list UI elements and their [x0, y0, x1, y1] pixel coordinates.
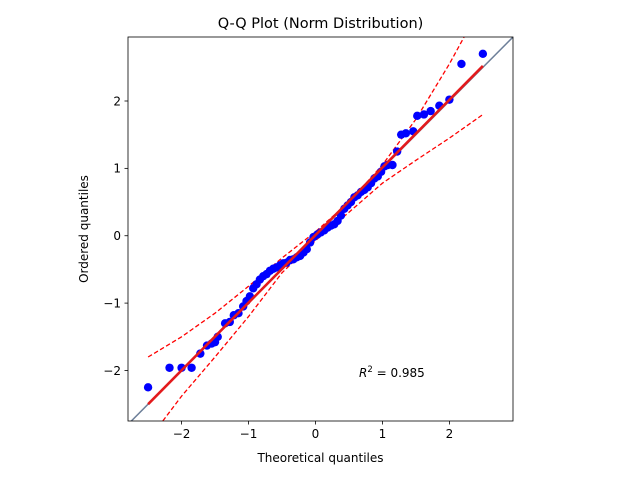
x-tick-label: 1 [379, 427, 387, 441]
plot-area [130, 37, 513, 421]
y-axis: −2 −1 0 1 2 [103, 94, 128, 378]
y-tick-label: −2 [103, 364, 121, 378]
data-point [165, 363, 174, 372]
x-tick-label: −1 [240, 427, 258, 441]
axes-frame [127, 36, 514, 422]
y-axis-label: Ordered quantiles [77, 175, 91, 283]
y-tick-label: 2 [113, 94, 121, 108]
x-tick-label: −2 [173, 427, 191, 441]
y-tick-label: 0 [113, 229, 121, 243]
x-axis-label: Theoretical quantiles [256, 451, 383, 465]
data-point [426, 106, 435, 116]
data-point [401, 129, 411, 138]
data-point [196, 349, 205, 358]
y-tick-label: −1 [103, 296, 121, 310]
data-point [478, 49, 488, 59]
data-point [413, 111, 422, 121]
r-squared-value: = 0.985 [373, 366, 425, 380]
r-squared-exponent: 2 [367, 365, 372, 375]
x-tick-label: 0 [312, 427, 320, 441]
data-point [143, 383, 153, 392]
y-tick-label: 1 [113, 162, 121, 176]
data-point [388, 160, 397, 170]
data-point [336, 211, 346, 220]
r-squared-symbol: R [359, 366, 367, 380]
data-point [187, 363, 196, 372]
confidence-band-lower [162, 113, 484, 421]
r-squared-annotation: R2 = 0.985 [359, 365, 425, 380]
chart-title: Q-Q Plot (Norm Distribution) [218, 16, 424, 32]
data-point [419, 110, 429, 119]
confidence-band-upper [147, 37, 465, 358]
data-point [457, 59, 466, 69]
x-axis: −2 −1 0 1 2 [173, 421, 453, 441]
x-tick-label: 2 [446, 427, 454, 441]
fit-line [147, 65, 484, 406]
